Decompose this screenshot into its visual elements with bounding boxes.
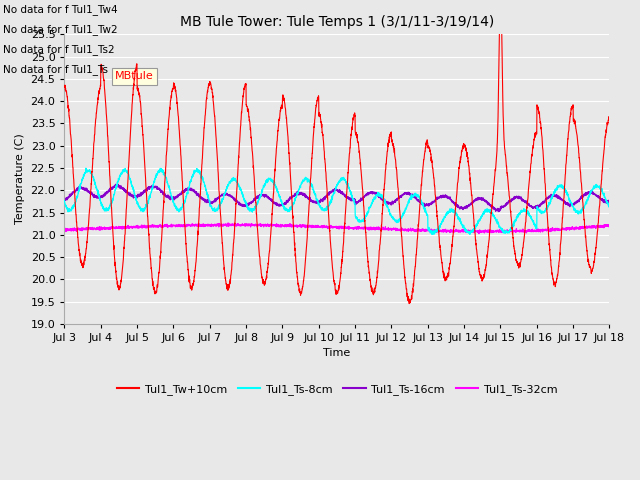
Text: No data for f Tul1_Tw2: No data for f Tul1_Tw2 [3, 24, 118, 35]
Y-axis label: Temperature (C): Temperature (C) [15, 134, 25, 225]
Legend: Tul1_Tw+10cm, Tul1_Ts-8cm, Tul1_Ts-16cm, Tul1_Ts-32cm: Tul1_Tw+10cm, Tul1_Ts-8cm, Tul1_Ts-16cm,… [112, 380, 562, 399]
Title: MB Tule Tower: Tule Temps 1 (3/1/11-3/19/14): MB Tule Tower: Tule Temps 1 (3/1/11-3/19… [180, 15, 494, 29]
Text: No data for f Tul1_Tw4: No data for f Tul1_Tw4 [3, 4, 118, 15]
Text: MBtule: MBtule [115, 71, 154, 81]
Text: No data for f Tul1_Ts2: No data for f Tul1_Ts2 [3, 44, 115, 55]
X-axis label: Time: Time [323, 348, 351, 359]
Text: No data for f Tul1_Ts: No data for f Tul1_Ts [3, 64, 108, 75]
